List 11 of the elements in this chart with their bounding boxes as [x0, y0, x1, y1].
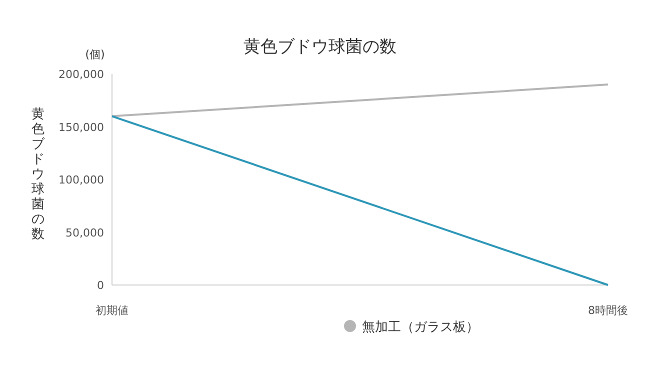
chart-title: 黄色ブドウ球菌の数 — [244, 37, 396, 57]
text: (個) — [85, 48, 105, 61]
y-tick-label: 0 — [97, 279, 104, 292]
x-tick-label: 初期値 — [96, 304, 128, 317]
y-tick-label: 50,000 — [66, 226, 104, 240]
y-tick-label: 100,000 — [58, 174, 104, 186]
text: 黄色ブドウ球菌の数 — [32, 107, 44, 242]
x-tick-label: 8時間後 — [588, 304, 628, 317]
y-tick-label: 150,000 — [58, 120, 104, 134]
y-tick-label: 200,000 — [58, 68, 104, 81]
legend-label: 無加工（ガラス板） — [362, 320, 479, 335]
